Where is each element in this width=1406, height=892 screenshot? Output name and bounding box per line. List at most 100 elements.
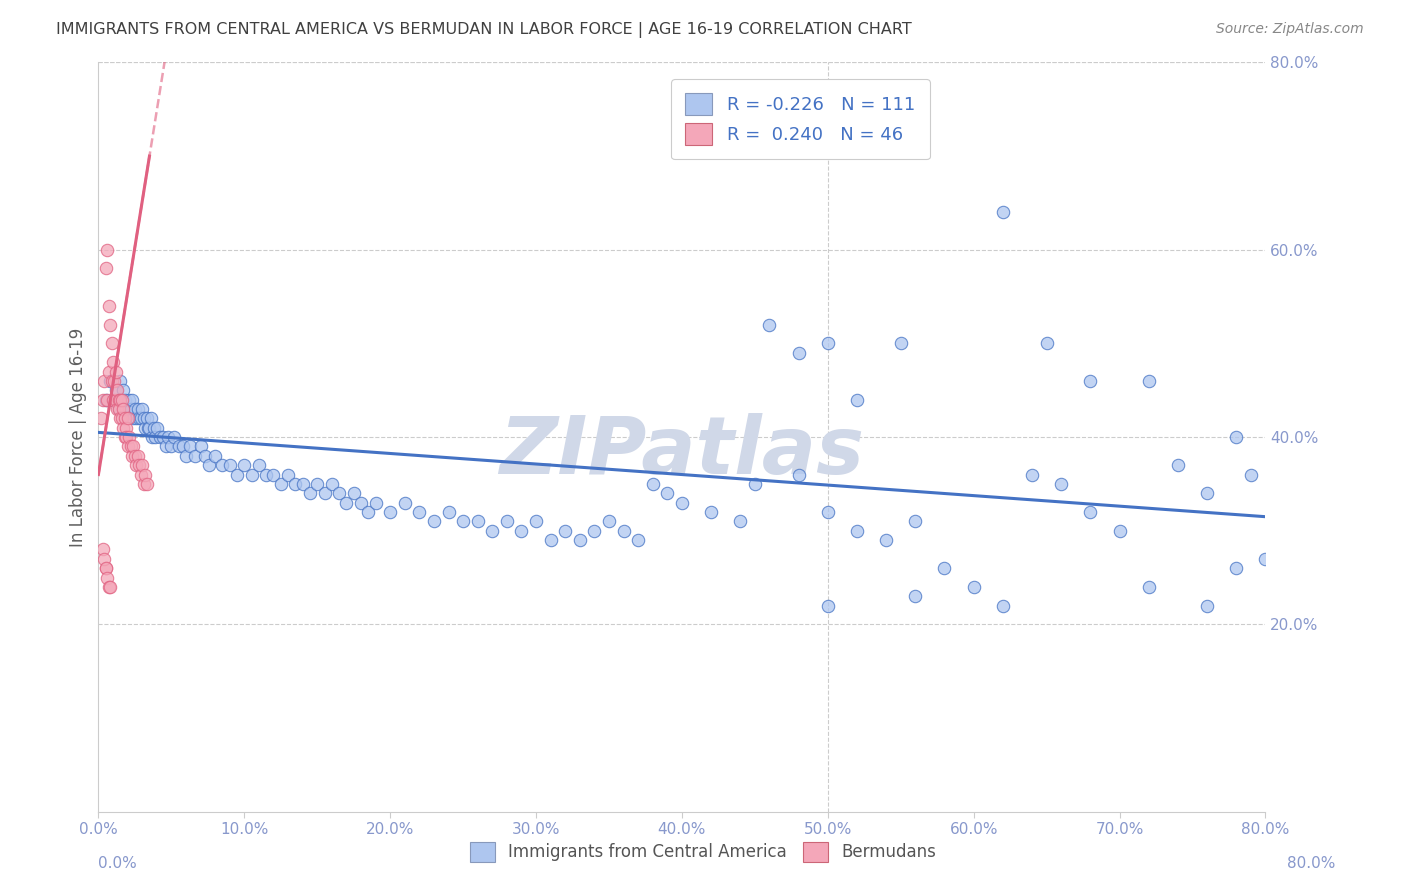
Point: [146, 421, 169, 435]
Point: [991, 599, 1014, 613]
Point: [134, 467, 156, 482]
Point: [101, 392, 124, 407]
Point: [233, 458, 256, 473]
Point: [262, 467, 284, 482]
Point: [817, 599, 839, 613]
Point: [117, 411, 139, 425]
Point: [129, 467, 152, 482]
Point: [160, 440, 183, 453]
Point: [540, 533, 562, 547]
Point: [138, 421, 160, 435]
Point: [423, 514, 446, 528]
Point: [343, 486, 366, 500]
Point: [122, 411, 145, 425]
Point: [991, 205, 1014, 219]
Point: [174, 449, 197, 463]
Point: [247, 458, 270, 473]
Point: [240, 467, 263, 482]
Point: [1195, 486, 1218, 500]
Point: [1225, 430, 1247, 444]
Text: 80.0%: 80.0%: [1288, 856, 1336, 871]
Point: [155, 440, 177, 453]
Point: [380, 505, 402, 519]
Point: [510, 524, 533, 538]
Point: [112, 421, 135, 435]
Point: [298, 486, 321, 500]
Point: [118, 392, 141, 407]
Legend: Immigrants from Central America, Bermudans: Immigrants from Central America, Bermuda…: [461, 833, 945, 871]
Y-axis label: In Labor Force | Age 16-19: In Labor Force | Age 16-19: [69, 327, 87, 547]
Point: [364, 496, 387, 510]
Point: [115, 421, 138, 435]
Point: [104, 392, 127, 407]
Point: [846, 524, 869, 538]
Point: [787, 467, 810, 482]
Point: [139, 411, 162, 425]
Point: [700, 505, 723, 519]
Point: [437, 505, 460, 519]
Point: [641, 476, 664, 491]
Point: [890, 336, 912, 351]
Text: IMMIGRANTS FROM CENTRAL AMERICA VS BERMUDAN IN LABOR FORCE | AGE 16-19 CORRELATI: IMMIGRANTS FROM CENTRAL AMERICA VS BERMU…: [56, 22, 912, 38]
Point: [408, 505, 430, 519]
Point: [117, 401, 139, 416]
Point: [104, 365, 127, 379]
Point: [524, 514, 547, 528]
Point: [120, 401, 142, 416]
Point: [125, 411, 148, 425]
Point: [1080, 505, 1102, 519]
Point: [1137, 580, 1160, 594]
Point: [97, 365, 120, 379]
Point: [124, 401, 146, 416]
Point: [190, 440, 212, 453]
Point: [90, 411, 112, 425]
Point: [110, 374, 132, 388]
Point: [817, 505, 839, 519]
Point: [129, 411, 152, 425]
Point: [114, 430, 136, 444]
Point: [357, 505, 380, 519]
Point: [110, 411, 132, 425]
Point: [117, 440, 139, 453]
Point: [101, 392, 124, 407]
Point: [127, 401, 149, 416]
Point: [105, 401, 128, 416]
Point: [787, 345, 810, 359]
Point: [218, 458, 240, 473]
Point: [496, 514, 519, 528]
Point: [307, 476, 329, 491]
Point: [134, 421, 156, 435]
Point: [846, 392, 869, 407]
Point: [111, 392, 134, 407]
Point: [1137, 374, 1160, 388]
Point: [167, 440, 190, 453]
Point: [131, 401, 153, 416]
Point: [875, 533, 897, 547]
Point: [394, 496, 416, 510]
Point: [1254, 551, 1277, 566]
Point: [204, 449, 226, 463]
Point: [127, 449, 149, 463]
Point: [141, 430, 163, 444]
Point: [118, 430, 141, 444]
Point: [657, 486, 679, 500]
Point: [135, 411, 157, 425]
Point: [111, 411, 134, 425]
Point: [128, 458, 150, 473]
Point: [934, 561, 956, 575]
Point: [124, 449, 146, 463]
Point: [1080, 374, 1102, 388]
Point: [121, 392, 143, 407]
Point: [284, 476, 307, 491]
Point: [328, 486, 350, 500]
Point: [94, 561, 117, 575]
Point: [98, 318, 121, 332]
Point: [105, 384, 128, 398]
Point: [671, 496, 693, 510]
Point: [125, 458, 148, 473]
Point: [183, 449, 205, 463]
Point: [136, 421, 159, 435]
Text: ZIPatlas: ZIPatlas: [499, 413, 865, 491]
Point: [1225, 561, 1247, 575]
Text: Source: ZipAtlas.com: Source: ZipAtlas.com: [1216, 22, 1364, 37]
